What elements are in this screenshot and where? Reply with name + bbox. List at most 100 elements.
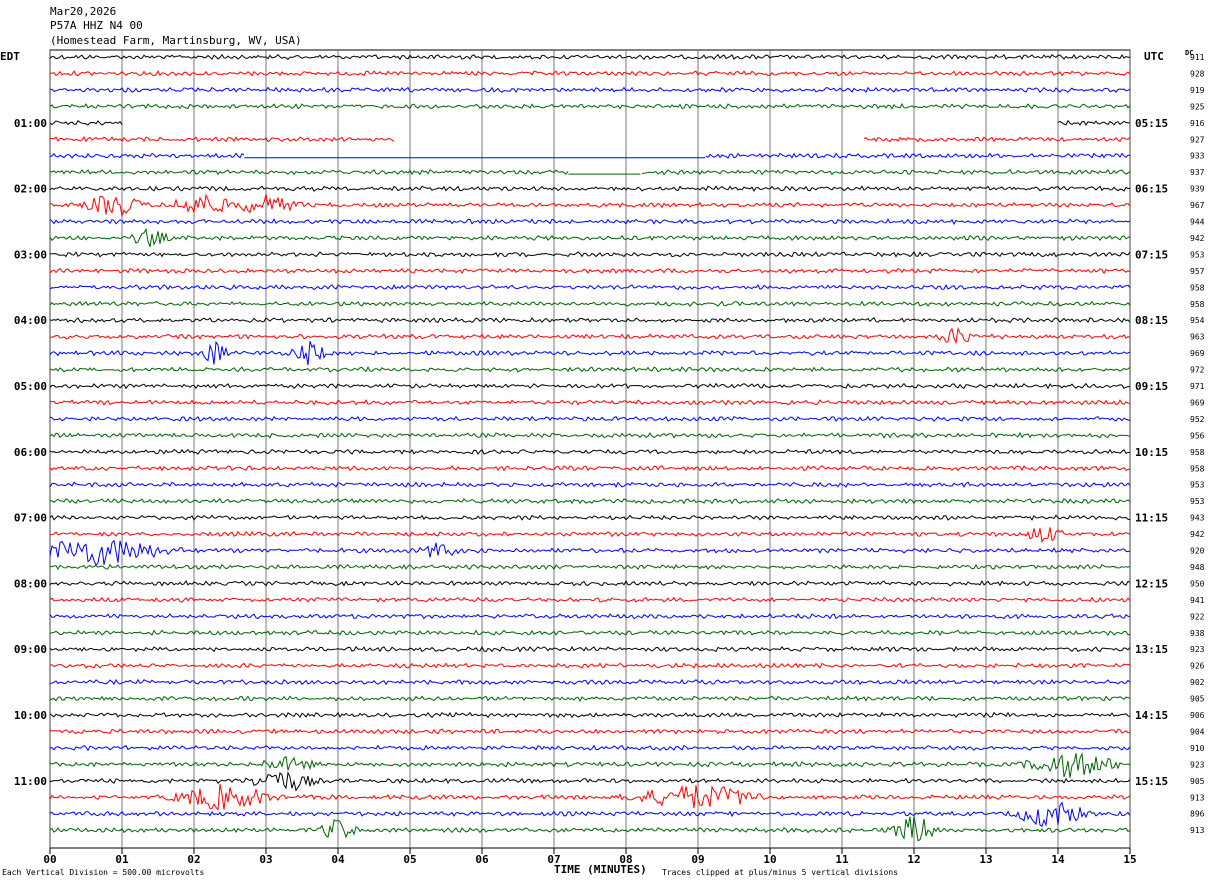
utc-hour-label: 06:15	[1135, 183, 1168, 196]
dc-offset-label: 958	[1190, 300, 1205, 309]
utc-hour-label: 12:15	[1135, 577, 1168, 590]
edt-hour-label: 04:00	[14, 314, 47, 327]
seismic-trace	[50, 169, 1131, 176]
dc-offset-label: 942	[1190, 530, 1205, 539]
edt-hour-label: 06:00	[14, 446, 47, 459]
dc-offset-label: 926	[1190, 662, 1205, 671]
seismic-trace	[49, 53, 1131, 61]
seismic-trace	[49, 448, 1131, 455]
dc-offset-label: 902	[1190, 678, 1205, 687]
seismic-trace	[50, 563, 1131, 571]
dc-offset-label: 952	[1190, 415, 1205, 424]
seismic-trace	[49, 645, 1131, 653]
dc-offset-label: 967	[1190, 201, 1205, 210]
dc-offset-label: 953	[1190, 481, 1205, 490]
seismic-trace	[49, 596, 1131, 603]
utc-hour-label: 07:15	[1135, 248, 1168, 261]
dc-offset-label: 957	[1190, 267, 1205, 276]
seismic-trace	[49, 218, 1131, 225]
dc-offset-label: 913	[1190, 826, 1205, 835]
dc-offset-label: 905	[1190, 695, 1205, 704]
dc-offset-label: 942	[1190, 234, 1205, 243]
x-tick-label: 10	[763, 853, 776, 866]
dc-offset-label: 972	[1190, 366, 1205, 375]
x-tick-label: 14	[1051, 853, 1065, 866]
seismic-trace	[49, 580, 1131, 587]
dc-offset-label: 950	[1190, 579, 1205, 588]
utc-hour-label: 15:15	[1135, 775, 1168, 788]
dc-offset-label: 916	[1190, 119, 1205, 128]
dc-offset-label: 927	[1190, 135, 1205, 144]
edt-hour-label: 02:00	[14, 183, 47, 196]
left-timezone-label: EDT	[0, 50, 20, 63]
dc-offset-label: 944	[1190, 218, 1205, 227]
seismic-trace	[49, 498, 1131, 505]
dc-offset-label: 906	[1190, 711, 1205, 720]
seismic-trace	[49, 678, 1131, 686]
x-tick-label: 07	[547, 853, 560, 866]
seismic-trace	[49, 326, 1131, 345]
dc-offset-label: 953	[1190, 250, 1205, 259]
station-location: (Homestead Farm, Martinsburg, WV, USA)	[50, 34, 302, 47]
x-tick-label: 11	[835, 853, 849, 866]
dc-offset-label: 922	[1190, 612, 1205, 621]
x-tick-label: 04	[331, 853, 345, 866]
dc-offset-label: 923	[1190, 760, 1205, 769]
seismic-trace	[49, 481, 1131, 488]
seismic-trace	[49, 103, 1131, 110]
seismic-trace	[49, 283, 1131, 291]
dc-offset-label: 954	[1190, 316, 1205, 325]
seismic-trace	[49, 771, 1131, 792]
scale-note: Each Vertical Division = 500.00 microvol…	[2, 868, 205, 877]
seismic-trace	[49, 317, 1131, 324]
utc-hour-label: 14:15	[1135, 709, 1168, 722]
dc-offset-label: 937	[1190, 168, 1205, 177]
seismic-trace	[49, 744, 1131, 752]
dc-offset-label: 969	[1190, 398, 1205, 407]
dc-offset-label: 958	[1190, 448, 1205, 457]
edt-hour-label: 07:00	[14, 512, 47, 525]
dc-offset-label: 923	[1190, 645, 1205, 654]
dc-offset-label: 928	[1190, 69, 1205, 78]
dc-offset-label: 913	[1190, 793, 1205, 802]
dc-offset-label: 939	[1190, 185, 1205, 194]
seismic-trace	[49, 662, 1131, 669]
seismic-trace	[49, 267, 1131, 275]
dc-offset-label: 948	[1190, 563, 1205, 572]
x-tick-label: 00	[43, 853, 56, 866]
seismic-trace	[49, 539, 1131, 567]
x-tick-label: 02	[187, 853, 200, 866]
dc-offset-label: 941	[1190, 596, 1205, 605]
x-tick-label: 06	[475, 853, 489, 866]
seismic-trace	[49, 152, 1130, 159]
utc-hour-label: 08:15	[1135, 314, 1168, 327]
dc-offset-label: 958	[1190, 283, 1205, 292]
seismic-trace	[49, 86, 1131, 94]
edt-hour-label: 01:00	[14, 117, 47, 130]
utc-hour-label: 05:15	[1135, 117, 1168, 130]
dc-offset-label: 943	[1190, 514, 1205, 523]
plot-frame	[49, 49, 1131, 849]
seismic-trace	[50, 136, 1131, 143]
dc-offset-label: 896	[1190, 810, 1205, 819]
seismic-trace	[49, 193, 1131, 218]
seismic-trace	[49, 801, 1131, 828]
x-tick-label: 01	[115, 853, 129, 866]
seismic-trace	[49, 340, 1131, 366]
edt-hour-label: 08:00	[14, 577, 47, 590]
dc-offset-label: 905	[1190, 777, 1205, 786]
seismic-trace	[49, 613, 1131, 620]
seismic-trace	[49, 752, 1131, 778]
dc-offset-label: 963	[1190, 333, 1205, 342]
seismic-trace	[49, 69, 1131, 77]
seismic-trace	[49, 399, 1131, 406]
station-code: P57A HHZ N4 00	[50, 19, 143, 32]
dc-offset-label: 911	[1190, 53, 1205, 62]
dc-offset-label: 953	[1190, 497, 1205, 506]
seismic-trace	[49, 728, 1131, 735]
x-tick-label: 08	[619, 853, 632, 866]
x-tick-label: 05	[403, 853, 416, 866]
seismic-trace	[49, 514, 1131, 521]
dc-offset-label: 919	[1190, 86, 1205, 95]
